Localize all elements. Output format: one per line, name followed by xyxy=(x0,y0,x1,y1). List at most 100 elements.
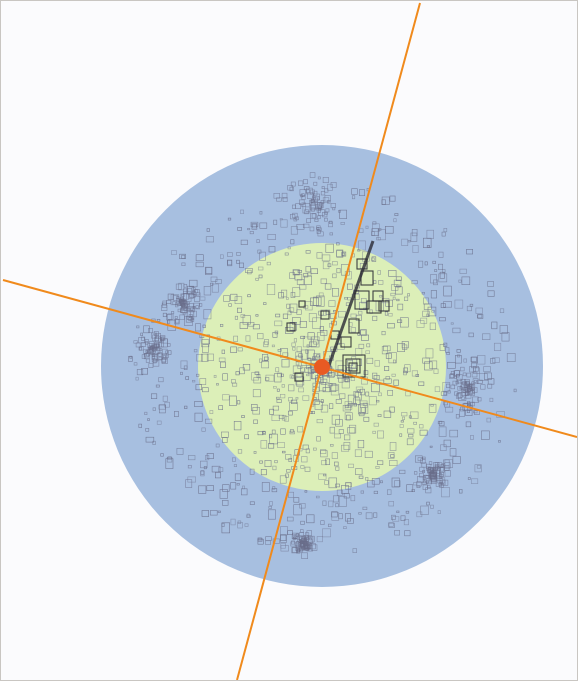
building-footprint xyxy=(430,478,437,484)
building-footprint xyxy=(156,318,161,322)
building-footprint xyxy=(194,295,200,302)
building-footprint xyxy=(374,360,380,367)
building-footprint xyxy=(420,505,429,515)
building-footprint xyxy=(302,223,310,229)
building-footprint xyxy=(377,228,382,231)
building-footprint xyxy=(313,190,318,196)
building-footprint xyxy=(378,280,384,285)
building-footprint xyxy=(274,460,278,464)
building-footprint xyxy=(429,445,433,448)
building-footprint xyxy=(407,293,410,297)
building-footprint xyxy=(296,279,305,285)
building-footprint xyxy=(263,341,269,348)
building-footprint xyxy=(314,401,323,410)
building-footprint xyxy=(391,373,396,377)
building-footprint xyxy=(237,347,243,352)
building-footprint xyxy=(245,335,251,342)
building-footprint xyxy=(472,378,479,385)
building-footprint xyxy=(366,357,374,364)
building-footprint xyxy=(342,404,351,412)
building-footprint xyxy=(491,321,498,330)
central-avenue xyxy=(325,240,375,372)
building-footprint xyxy=(282,313,289,319)
building-footprint xyxy=(313,447,317,451)
building-footprint xyxy=(401,412,408,417)
building-footprint xyxy=(295,397,299,400)
building-footprint xyxy=(416,481,422,487)
building-footprint xyxy=(290,291,296,298)
building-footprint xyxy=(365,350,370,354)
building-footprint xyxy=(199,296,206,301)
building-footprint xyxy=(415,373,419,377)
building-footprint xyxy=(357,249,361,252)
building-footprint xyxy=(241,415,245,418)
building-footprint xyxy=(406,484,414,493)
building-footprint xyxy=(290,541,296,547)
building-footprint xyxy=(426,501,430,506)
building-footprint xyxy=(411,370,419,377)
building-footprint xyxy=(433,368,439,374)
building-footprint xyxy=(327,523,332,527)
building-footprint xyxy=(298,353,303,358)
building-footprint xyxy=(327,263,332,267)
building-footprint xyxy=(206,353,214,361)
building-footprint xyxy=(222,484,230,492)
building-footprint xyxy=(377,229,386,241)
building-footprint xyxy=(140,332,143,337)
building-footprint xyxy=(250,221,259,227)
building-footprint xyxy=(220,361,226,368)
building-footprint xyxy=(482,333,491,340)
building-footprint xyxy=(296,224,305,230)
building-footprint xyxy=(365,477,369,481)
building-footprint xyxy=(329,220,333,225)
building-footprint xyxy=(317,331,325,341)
building-footprint xyxy=(450,370,455,375)
building-footprint xyxy=(338,210,341,213)
building-footprint xyxy=(251,223,258,230)
building-footprint xyxy=(396,510,400,514)
building-footprint xyxy=(310,201,318,209)
building-footprint xyxy=(183,288,189,294)
building-footprint xyxy=(179,299,184,305)
building-footprint xyxy=(314,218,319,222)
building-footprint xyxy=(432,260,436,264)
building-footprint xyxy=(316,436,321,442)
building-footprint xyxy=(263,356,269,361)
building-footprint xyxy=(249,231,254,235)
building-footprint xyxy=(294,273,303,281)
building-footprint xyxy=(447,390,451,394)
building-footprint xyxy=(433,279,438,286)
building-footprint xyxy=(195,254,204,262)
building-footprint xyxy=(263,302,267,305)
building-footprint xyxy=(336,242,340,246)
building-footprint xyxy=(203,286,212,296)
building-footprint xyxy=(383,410,392,418)
building-footprint xyxy=(296,540,300,544)
building-footprint xyxy=(281,359,290,368)
building-footprint xyxy=(299,531,305,537)
building-footprint xyxy=(309,199,316,206)
building-footprint xyxy=(340,222,345,225)
building-footprint xyxy=(297,426,304,433)
building-footprint xyxy=(315,196,320,201)
building-footprint xyxy=(163,355,166,358)
building-footprint xyxy=(379,295,383,298)
building-footprint xyxy=(158,356,163,361)
building-footprint xyxy=(419,472,424,478)
building-footprint xyxy=(203,309,212,320)
building-footprint xyxy=(358,240,366,251)
building-footprint xyxy=(394,529,400,536)
building-footprint xyxy=(240,314,246,318)
building-footprint xyxy=(407,428,415,434)
building-footprint xyxy=(174,316,178,319)
building-footprint xyxy=(322,177,329,184)
building-footprint xyxy=(372,290,384,302)
building-footprint xyxy=(381,346,389,355)
building-footprint xyxy=(211,283,219,293)
building-footprint xyxy=(145,358,150,363)
building-footprint xyxy=(315,355,321,360)
building-footprint xyxy=(367,480,375,488)
building-footprint xyxy=(306,349,315,360)
building-footprint xyxy=(426,229,434,239)
building-footprint xyxy=(298,387,305,393)
